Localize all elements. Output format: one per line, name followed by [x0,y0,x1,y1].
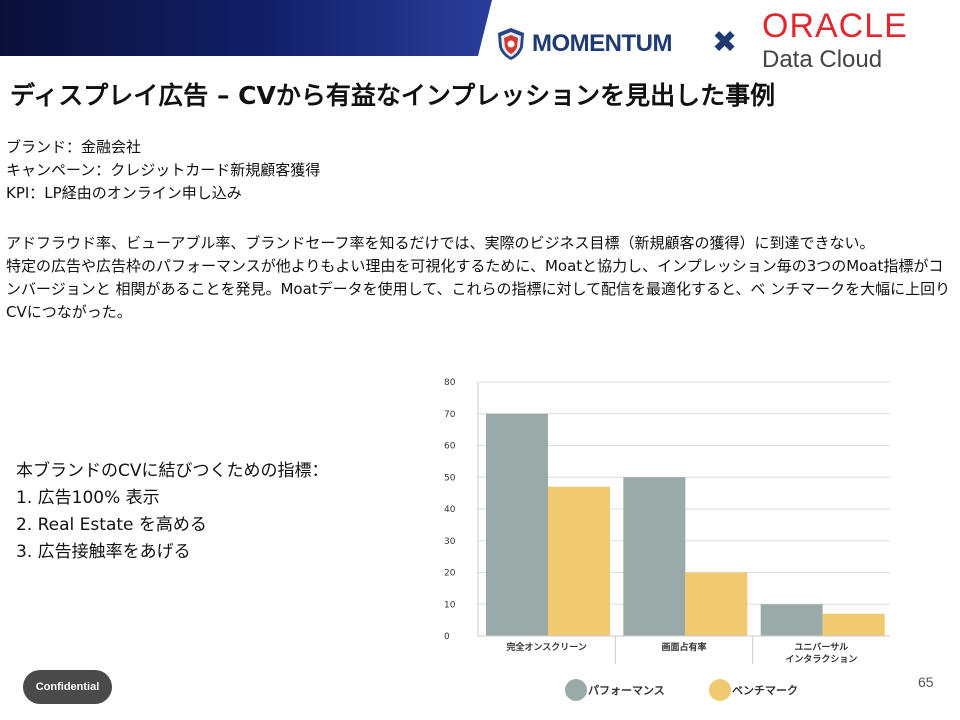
oracle-logo-text: ORACLE [762,7,908,45]
description-paragraph-2: 特定の広告や広告枠のパフォーマンスが他よりもよい理由を可視化するために、Moat… [6,257,951,321]
brand-line: ブランド：金融会社 [6,138,142,156]
x-tick-label: 画面占有率 [661,641,706,653]
indicator-list: 本ブランドのCVに結びつくための指標： 1. 広告100% 表示 2. Real… [16,458,329,566]
kpi-line: KPI：LP経由のオンライン申し込み [6,184,242,202]
bar-benchmark [685,572,748,636]
indicator-item: 2. Real Estate を高める [16,515,207,535]
y-tick-label: 20 [444,569,456,579]
confidential-badge: Confidential [23,670,112,704]
x-tick-label: ユニバーサル [794,642,848,653]
y-tick-label: 40 [444,505,456,515]
bar-performance [623,477,686,636]
slide-title: ディスプレイ広告 – CVから有益なインプレッションを見出した事例 [10,81,776,110]
oracle-logo-subtext: Data Cloud [762,46,883,73]
bar-chart: 0 10 20 30 40 50 60 70 80 完全オンスクリーン 画面占有率 ユニバーサルインタ… [444,378,890,701]
legend-marker [565,679,587,701]
campaign-meta: ブランド：金融会社 キャンペーン：クレジットカード新規顧客獲得 KPI：LP経由… [6,136,320,205]
legend-marker [709,679,731,701]
x-tick-label: 完全オンスクリーン [506,641,586,653]
indicator-heading: 本ブランドのCVに結びつくための指標： [16,461,329,481]
y-tick-label: 70 [444,410,456,420]
bar-benchmark [822,613,885,636]
description: アドフラウド率、ビューアブル率、ブランドセーフ率を知るだけでは、実際のビジネス目… [6,232,954,324]
indicator-item: 3. 広告接触率をあげる [16,542,191,562]
oracle-data-cloud-logo: ORACLE Data Cloud [762,8,908,74]
indicator-item: 1. 広告100% 表示 [16,488,160,508]
times-icon: ✖ [712,25,738,60]
legend-label: パフォーマンス [588,684,665,697]
bar-benchmark [548,486,610,636]
bar-performance [760,604,823,636]
y-tick-label: 60 [444,442,456,452]
header-banner [0,0,492,56]
momentum-logo-text: MOMENTUM [532,30,672,57]
y-tick-label: 80 [444,378,456,388]
y-tick-label: 50 [444,473,456,483]
momentum-logo: MOMENTUM [496,26,672,62]
y-tick-label: 0 [444,632,450,642]
legend-label: ベンチマーク [732,684,798,697]
bar-performance [486,413,548,636]
y-tick-label: 30 [444,537,456,547]
shield-icon [498,28,524,60]
page-number: 65 [918,674,934,690]
description-paragraph-1: アドフラウド率、ビューアブル率、ブランドセーフ率を知るだけでは、実際のビジネス目… [6,234,875,252]
campaign-line: キャンペーン：クレジットカード新規顧客獲得 [6,161,321,179]
x-tick-label: インタラクション [785,653,857,665]
y-tick-label: 10 [444,600,456,610]
